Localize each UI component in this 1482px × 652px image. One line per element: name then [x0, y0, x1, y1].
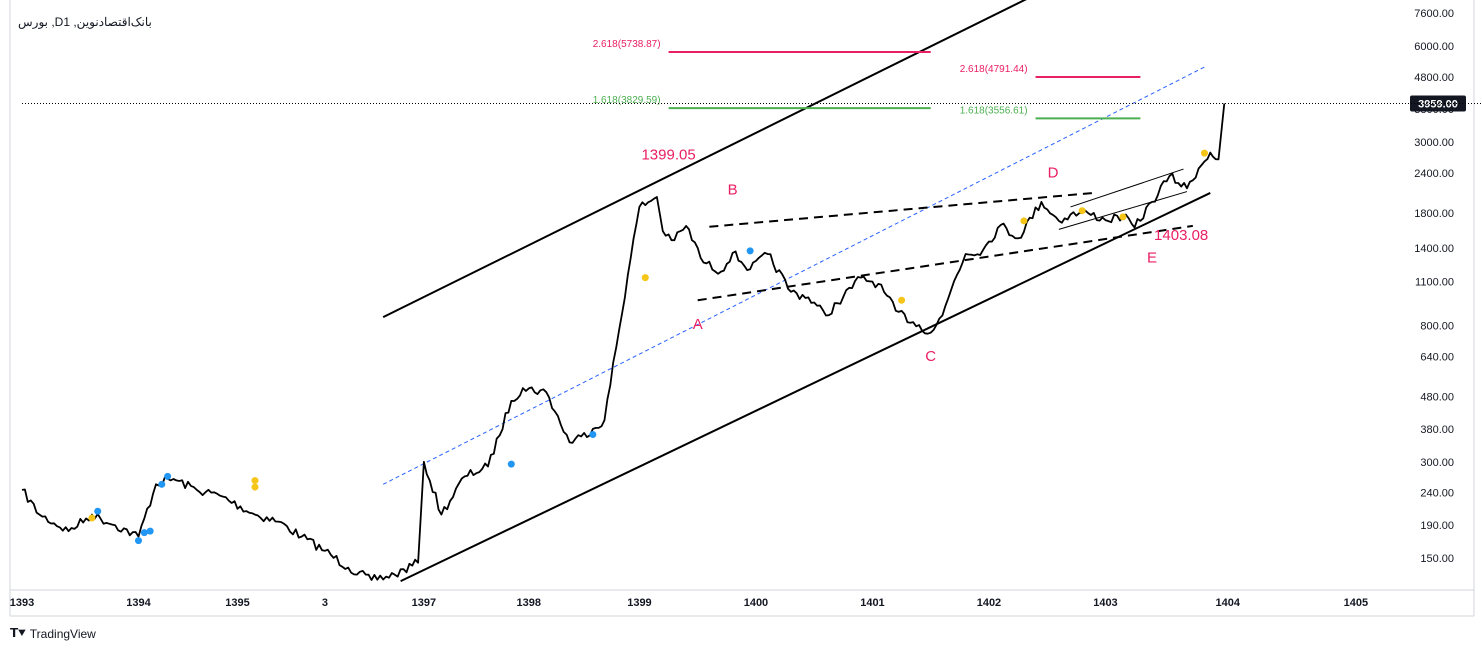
time-tick-label: 1395	[225, 597, 249, 609]
signal-marker-yellow[interactable]	[1078, 207, 1086, 215]
price-tick-label: 480.00	[1420, 392, 1454, 404]
wave-label: A	[693, 316, 703, 333]
price-tick-label: 150.00	[1420, 553, 1454, 565]
price-tick-label: 1100.00	[1415, 276, 1454, 288]
fib-level-label: 1.618(3829.59)	[593, 95, 661, 106]
trendline-channel-upper[interactable]	[382, 0, 1030, 319]
brand-name: TradingView	[29, 626, 96, 641]
price-tick-label: 640.00	[1420, 352, 1454, 364]
price-tick-label: 380.00	[1420, 424, 1454, 436]
price-tick-label: 190.00	[1420, 520, 1454, 532]
signal-marker-yellow[interactable]	[88, 514, 96, 522]
fib-level-label: 1.618(3556.61)	[960, 105, 1028, 116]
wave-label: D	[1048, 165, 1059, 182]
signal-marker-blue[interactable]	[746, 247, 754, 255]
signal-marker-blue[interactable]	[140, 529, 148, 537]
signal-marker-blue[interactable]	[146, 527, 154, 535]
signal-marker-blue[interactable]	[589, 431, 597, 439]
price-tick-label: 240.00	[1420, 488, 1454, 500]
price-tick-label: 1800.00	[1414, 208, 1454, 220]
time-tick-label: 1394	[126, 597, 151, 609]
price-line[interactable]	[21, 103, 1226, 581]
time-tick-label: 1400	[744, 597, 768, 609]
time-tick-label: 1403	[1093, 597, 1117, 609]
price-tick-label: 1400.00	[1414, 243, 1454, 255]
wave-label: B	[728, 181, 738, 198]
signal-marker-yellow[interactable]	[251, 483, 259, 491]
trendline-triangle-bottom[interactable]	[697, 224, 1193, 302]
wave-label: E	[1147, 250, 1157, 267]
time-tick-label: 1399	[627, 597, 651, 609]
time-tick-label: 1404	[1216, 597, 1241, 609]
price-tick-label: 7600.00	[1414, 8, 1454, 20]
wave-label: 1403.08	[1154, 227, 1208, 244]
signal-marker-blue[interactable]	[507, 460, 515, 468]
last-price-value: 3959.00	[1418, 99, 1458, 111]
brand[interactable]: 𝗧⯆ TradingView	[10, 626, 96, 641]
price-tick-label: 300.00	[1420, 457, 1454, 469]
signal-marker-yellow[interactable]	[1020, 217, 1028, 225]
signal-marker-blue[interactable]	[158, 480, 166, 488]
signal-marker-blue[interactable]	[164, 472, 172, 480]
fib-level-label: 2.618(4791.44)	[960, 64, 1028, 75]
time-tick-label: 1401	[860, 597, 884, 609]
trendline-triangle-top[interactable]	[709, 191, 1094, 228]
signal-marker-yellow[interactable]	[641, 274, 649, 282]
time-tick-label: 1402	[977, 597, 1001, 609]
signal-marker-yellow[interactable]	[251, 477, 259, 485]
trendline-channel-mid[interactable]	[382, 66, 1205, 485]
time-axis[interactable]: 1393 1394 1395 3 1397 1398 1399 1400 1401 1402 140…	[10, 597, 1368, 609]
price-tick-label: 2400.00	[1414, 168, 1454, 180]
price-axis[interactable]: 7600.006000.004800.003800.003000.002400.…	[1414, 8, 1454, 565]
fib-level-label: 2.618(5738.87)	[593, 39, 661, 50]
tradingview-logo-icon: 𝗧⯆	[10, 626, 27, 640]
signal-marker-yellow[interactable]	[898, 296, 906, 304]
trendline-channel-lower[interactable]	[400, 192, 1211, 583]
plot-area[interactable]: 2.618(5738.87) 2.618(4791.44) 1.618(3829.5…	[21, 0, 1226, 583]
signal-marker-yellow[interactable]	[1200, 149, 1208, 157]
signal-marker-blue[interactable]	[94, 507, 102, 515]
time-tick-label: 3	[322, 597, 328, 609]
wave-label: C	[925, 348, 936, 365]
signal-marker-blue[interactable]	[135, 537, 142, 545]
time-tick-label: 1397	[412, 597, 436, 609]
time-tick-label: 1393	[10, 597, 34, 609]
time-tick-label: 1405	[1344, 597, 1368, 609]
wave-label: 1399.05	[641, 146, 695, 163]
price-tick-label: 6000.00	[1414, 41, 1454, 53]
signal-marker-yellow[interactable]	[1119, 213, 1127, 221]
price-tick-label: 3000.00	[1414, 137, 1454, 149]
time-tick-label: 1398	[517, 597, 541, 609]
trendline-wedge-lower[interactable]	[1058, 191, 1188, 230]
price-tick-label: 4800.00	[1414, 72, 1454, 84]
symbol-title[interactable]: بورس ,Dبانک‌اقتصادنوین, 1	[18, 15, 152, 29]
trendline-wedge-upper[interactable]	[1070, 168, 1184, 208]
price-tick-label: 800.00	[1420, 321, 1454, 333]
